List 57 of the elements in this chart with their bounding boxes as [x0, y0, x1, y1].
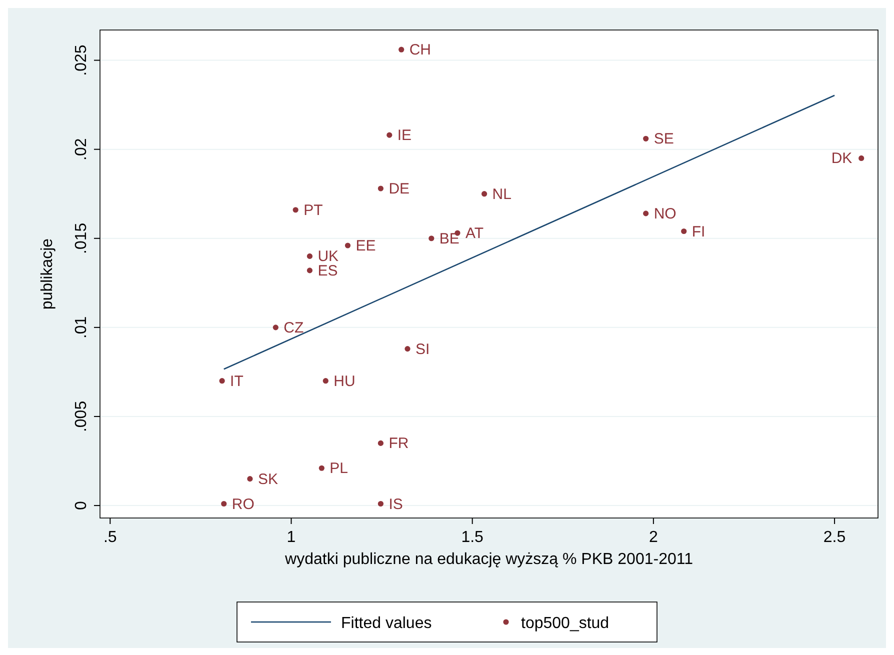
- y-tick-label: .025: [73, 44, 90, 76]
- annotation: SE: [654, 130, 674, 148]
- point: [643, 210, 649, 216]
- annotation: NO: [654, 205, 676, 222]
- annotation: SK: [258, 470, 278, 488]
- legend-label: Fitted values: [341, 615, 432, 632]
- x-tick-label: 2: [648, 529, 658, 546]
- point: [344, 242, 351, 248]
- point: [378, 500, 384, 507]
- annotation: IT: [230, 372, 244, 390]
- annotation: AT: [465, 225, 484, 242]
- point: [398, 46, 404, 52]
- point: [404, 346, 410, 352]
- point: [681, 228, 687, 234]
- point: [643, 136, 649, 142]
- x-axis-title: wydatki publiczne na edukację wyższą % PKB 2001-2011: [284, 551, 694, 568]
- point: [858, 155, 864, 162]
- x-tick-label: 1: [286, 529, 296, 546]
- y-tick-label: .005: [73, 400, 90, 432]
- point: [322, 378, 328, 384]
- annotation: CZ: [284, 319, 304, 336]
- annotation: IS: [388, 496, 403, 513]
- y-tick-label: .01: [73, 316, 90, 339]
- legend-label: top500_stud: [521, 615, 610, 632]
- y-axis-title: publikacje: [39, 238, 56, 310]
- annotation: NL: [492, 186, 512, 203]
- point: [378, 186, 384, 192]
- point: [378, 440, 384, 446]
- x-tick-label: 1.5: [461, 529, 484, 546]
- point: [386, 132, 392, 138]
- x-tick-label: .5: [103, 529, 117, 546]
- point: [247, 476, 253, 482]
- y-tick-label: 0: [73, 500, 90, 510]
- x-tick-label: 2.5: [823, 529, 846, 546]
- y-tick-label: .015: [73, 222, 90, 254]
- annotation: IE: [397, 127, 412, 144]
- point: [306, 268, 313, 274]
- annotation: PT: [304, 202, 323, 219]
- point: [428, 236, 434, 242]
- point: [219, 378, 225, 384]
- y-tick-label: .02: [73, 138, 90, 160]
- annotation: CH: [409, 42, 432, 59]
- annotation: RO: [232, 496, 254, 513]
- annotation: DE: [388, 180, 410, 198]
- annotation: FI: [692, 223, 706, 240]
- annotation: PL: [330, 460, 348, 478]
- point: [292, 207, 298, 213]
- point: [318, 465, 324, 471]
- annotation: HU: [334, 372, 356, 390]
- annotation: FR: [388, 435, 409, 452]
- annotation: DK: [831, 150, 852, 168]
- annotation: SI: [416, 340, 430, 358]
- point: [272, 324, 278, 330]
- point: [221, 500, 227, 507]
- point: [481, 191, 488, 197]
- annotation: EE: [356, 238, 376, 255]
- point: [306, 253, 313, 259]
